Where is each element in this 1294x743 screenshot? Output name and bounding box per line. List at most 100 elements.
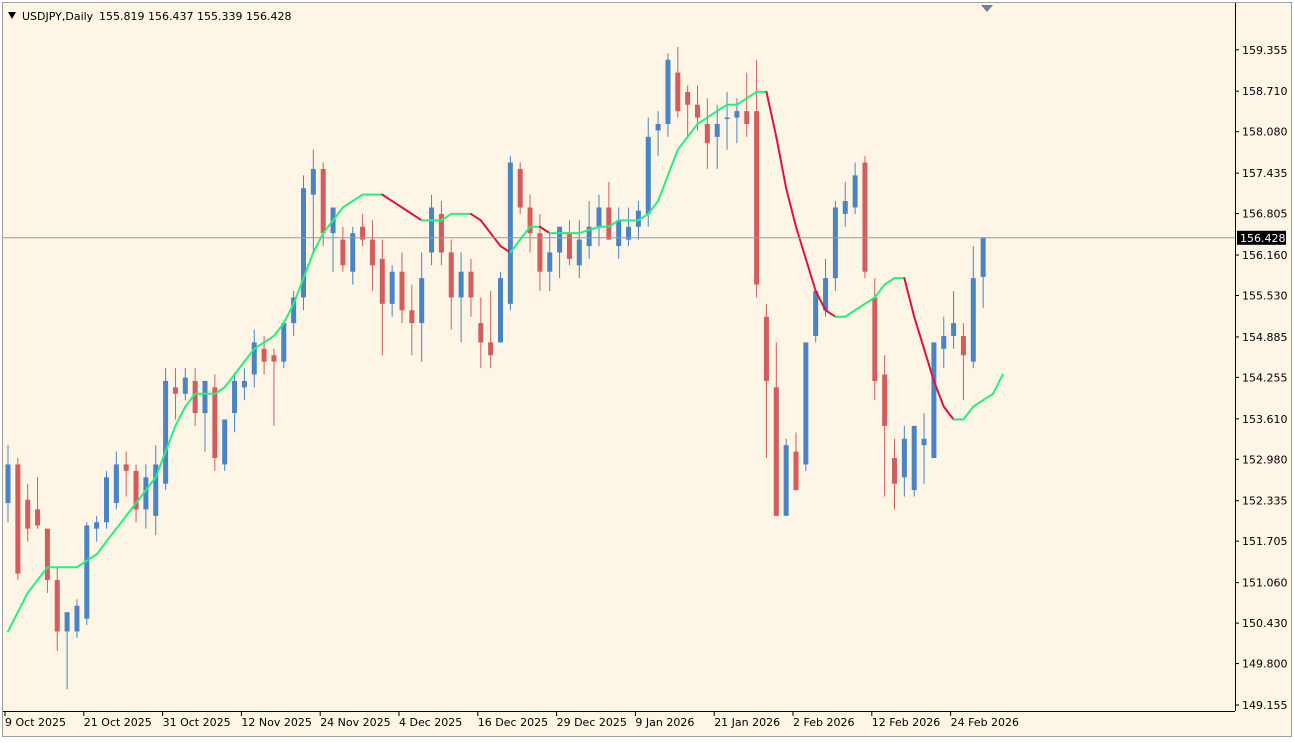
candle[interactable] (616, 207, 622, 259)
candle[interactable] (379, 239, 385, 356)
price-tick-label: 156.160 (1242, 249, 1288, 262)
candle[interactable] (281, 323, 287, 369)
candle[interactable] (793, 432, 799, 491)
candle[interactable] (153, 445, 159, 536)
candle[interactable] (921, 413, 927, 484)
candle[interactable] (960, 323, 966, 401)
candle[interactable] (94, 515, 100, 542)
candle[interactable] (271, 348, 277, 426)
candle[interactable] (369, 220, 375, 291)
candle[interactable] (478, 297, 484, 369)
candle[interactable] (823, 258, 829, 317)
candle[interactable] (25, 483, 31, 542)
candle[interactable] (842, 181, 848, 227)
candle[interactable] (980, 237, 986, 308)
candle[interactable] (84, 522, 90, 626)
candle[interactable] (547, 233, 553, 291)
candle[interactable] (222, 419, 228, 471)
candle[interactable] (862, 156, 868, 279)
candle[interactable] (734, 98, 740, 144)
candle[interactable] (852, 162, 858, 214)
candle[interactable] (389, 265, 395, 317)
candle[interactable] (340, 226, 346, 272)
candle[interactable] (113, 451, 119, 510)
time-scale-area[interactable] (3, 711, 1235, 736)
candle[interactable] (724, 91, 730, 150)
candle[interactable] (291, 290, 297, 336)
candle[interactable] (251, 329, 257, 388)
candle[interactable] (566, 220, 572, 266)
candle[interactable] (606, 181, 612, 240)
candle[interactable] (527, 194, 533, 253)
candle[interactable] (182, 368, 188, 401)
candle[interactable] (892, 438, 897, 510)
candle[interactable] (360, 213, 366, 247)
candle[interactable] (576, 220, 582, 279)
candle[interactable] (438, 201, 444, 266)
candle[interactable] (15, 458, 21, 581)
candle[interactable] (498, 271, 503, 343)
candle[interactable] (241, 368, 247, 401)
candle[interactable] (350, 226, 356, 285)
candle[interactable] (301, 175, 306, 311)
candle[interactable] (901, 425, 907, 497)
candle[interactable] (675, 46, 681, 118)
candle[interactable] (832, 201, 838, 291)
candle[interactable] (704, 98, 710, 169)
candle[interactable] (665, 53, 671, 137)
candle[interactable] (655, 111, 661, 157)
candle[interactable] (448, 239, 454, 330)
candle[interactable] (212, 374, 218, 471)
candle[interactable] (35, 477, 41, 529)
candle[interactable] (310, 149, 316, 253)
shift-marker-icon[interactable] (981, 5, 993, 12)
candle[interactable] (507, 156, 513, 311)
candle[interactable] (163, 368, 169, 491)
candle[interactable] (419, 252, 425, 362)
plot-area[interactable] (3, 3, 1235, 711)
candle[interactable] (763, 303, 769, 459)
candle[interactable] (931, 342, 937, 459)
candle[interactable] (488, 290, 494, 369)
candle[interactable] (626, 207, 632, 247)
candle[interactable] (143, 464, 149, 529)
price-scale-area[interactable] (1235, 3, 1291, 736)
candle[interactable] (941, 316, 947, 369)
candle[interactable] (54, 567, 60, 651)
candle[interactable] (399, 252, 405, 324)
candle[interactable] (970, 246, 976, 369)
candle[interactable] (911, 425, 917, 497)
candle[interactable] (458, 252, 464, 343)
menu-triangle-icon[interactable] (8, 12, 16, 19)
candle[interactable] (123, 451, 129, 497)
candle[interactable] (754, 59, 760, 298)
candle[interactable] (645, 117, 651, 227)
candle[interactable] (773, 342, 779, 516)
candle[interactable] (714, 104, 720, 169)
candle[interactable] (133, 464, 139, 523)
candle[interactable] (882, 355, 888, 497)
candle[interactable] (783, 438, 789, 516)
candle[interactable] (685, 85, 691, 137)
candle[interactable] (951, 290, 957, 349)
candle[interactable] (104, 470, 109, 529)
candle[interactable] (202, 380, 208, 452)
candle[interactable] (468, 258, 474, 317)
candle[interactable] (44, 528, 50, 593)
ohlc-label: 155.819 156.437 155.339 156.428 (99, 10, 291, 23)
candle[interactable] (557, 226, 563, 279)
candle[interactable] (517, 162, 523, 214)
candle[interactable] (74, 599, 80, 638)
candle[interactable] (5, 445, 11, 523)
candle[interactable] (813, 290, 819, 343)
candle[interactable] (409, 284, 415, 356)
candle[interactable] (232, 374, 238, 433)
candle[interactable] (429, 194, 435, 266)
candle[interactable] (803, 342, 809, 471)
candle[interactable] (192, 368, 198, 426)
candle[interactable] (172, 368, 178, 420)
candle[interactable] (744, 72, 750, 137)
candle-body (606, 207, 612, 240)
candle[interactable] (64, 612, 70, 690)
